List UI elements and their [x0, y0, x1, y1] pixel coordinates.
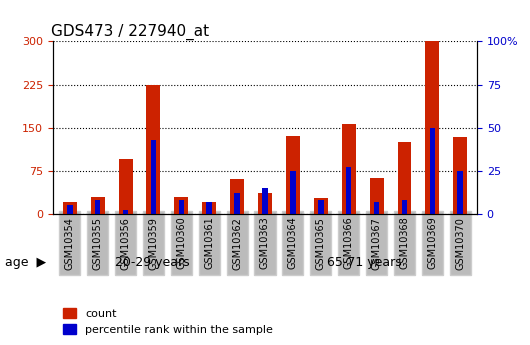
- Bar: [151, 140, 156, 214]
- Bar: [398, 142, 411, 214]
- Bar: [346, 167, 351, 214]
- Bar: [95, 200, 100, 214]
- Bar: [426, 41, 439, 214]
- Bar: [179, 200, 184, 214]
- Bar: [230, 179, 244, 214]
- Bar: [63, 203, 77, 214]
- Bar: [453, 137, 467, 214]
- Legend: count, percentile rank within the sample: count, percentile rank within the sample: [58, 304, 278, 339]
- Bar: [369, 178, 384, 214]
- Bar: [314, 198, 328, 214]
- Bar: [290, 171, 296, 214]
- Text: 65-71 years: 65-71 years: [326, 256, 401, 269]
- Bar: [258, 193, 272, 214]
- Bar: [91, 197, 104, 214]
- Bar: [119, 159, 132, 214]
- Bar: [457, 171, 463, 214]
- Bar: [234, 193, 240, 214]
- Bar: [174, 197, 188, 214]
- Bar: [202, 203, 216, 214]
- Bar: [318, 200, 324, 214]
- Bar: [430, 128, 435, 214]
- Text: 20-29 years: 20-29 years: [114, 256, 189, 269]
- Bar: [342, 124, 356, 214]
- Bar: [262, 188, 268, 214]
- Bar: [286, 136, 300, 214]
- Bar: [146, 85, 161, 214]
- Text: GDS473 / 227940_at: GDS473 / 227940_at: [51, 24, 209, 40]
- Bar: [123, 210, 128, 214]
- Bar: [206, 202, 212, 214]
- Bar: [402, 200, 407, 214]
- Bar: [67, 205, 73, 214]
- Bar: [374, 202, 379, 214]
- Text: age  ▶: age ▶: [5, 256, 47, 269]
